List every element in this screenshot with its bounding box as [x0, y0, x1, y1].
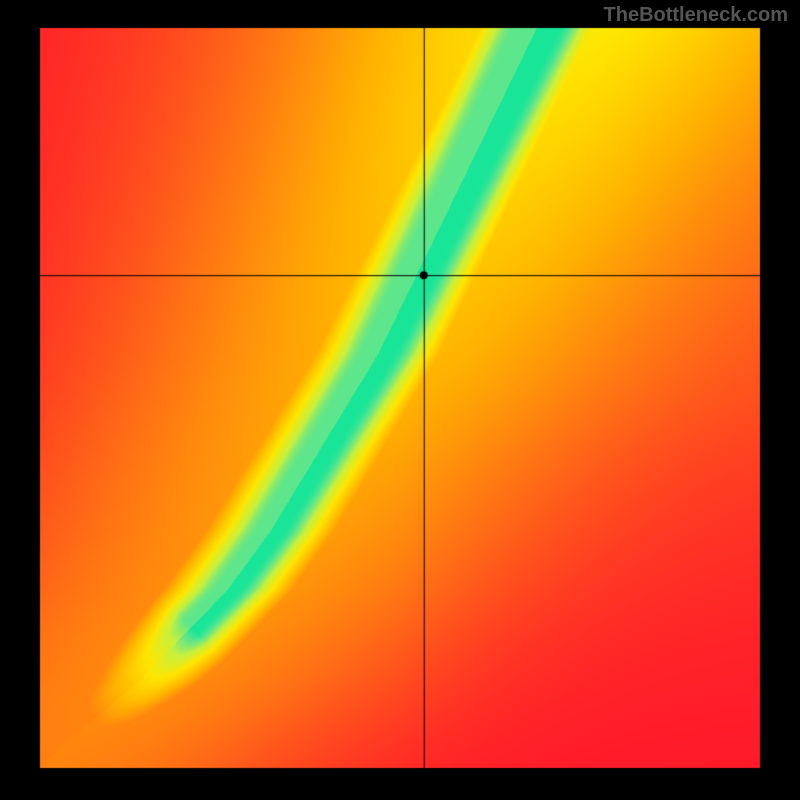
chart-container: TheBottleneck.com [0, 0, 800, 800]
heatmap-canvas [0, 0, 800, 800]
watermark-text: TheBottleneck.com [604, 4, 788, 27]
